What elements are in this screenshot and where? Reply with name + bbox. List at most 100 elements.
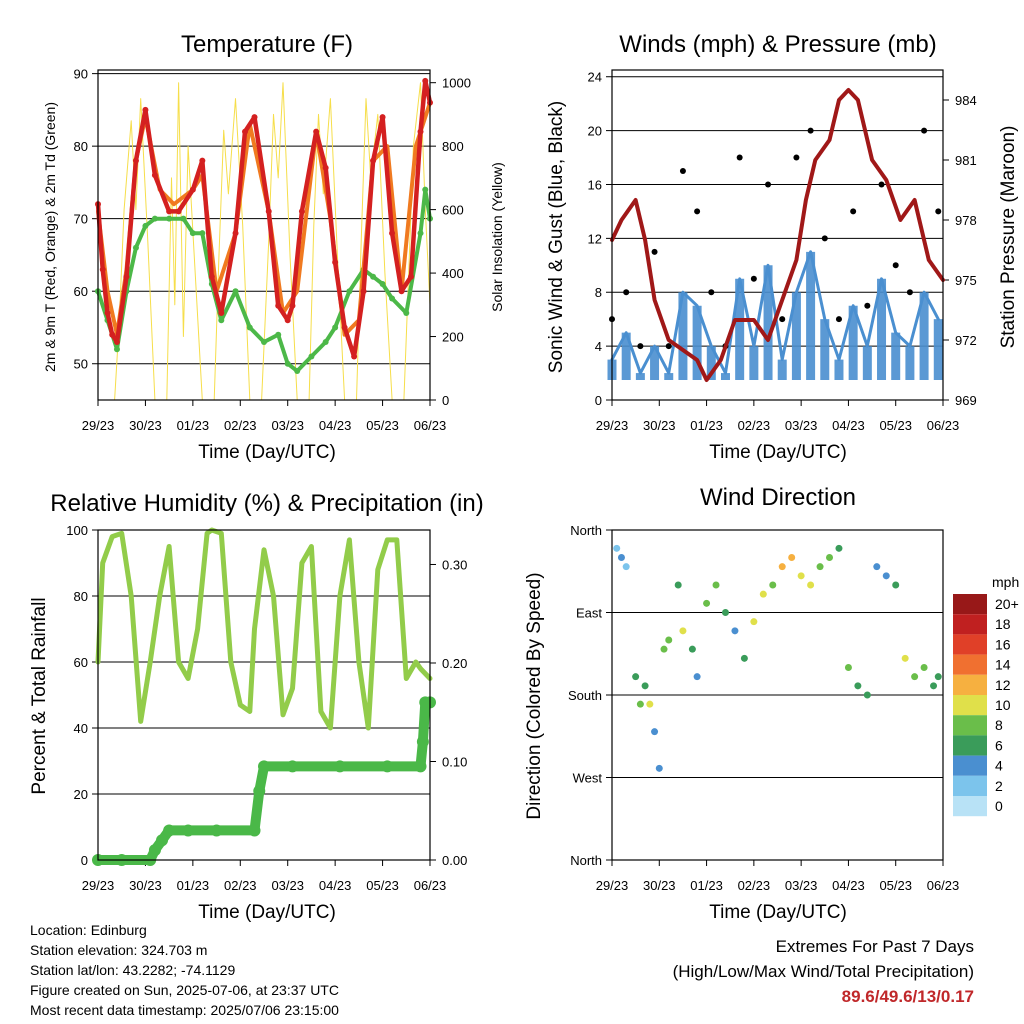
temp-2m-point bbox=[275, 302, 282, 309]
gust-point bbox=[906, 289, 913, 296]
direction-point bbox=[679, 627, 687, 635]
temp-2m-point bbox=[151, 172, 158, 179]
humidity-title: Relative Humidity (%) & Precipitation (i… bbox=[50, 490, 483, 517]
direction-point bbox=[750, 618, 758, 626]
x-tick-label: 01/23 bbox=[690, 418, 723, 433]
legend-label: 4 bbox=[995, 758, 1003, 774]
legend-swatch bbox=[953, 796, 987, 817]
y-tick-label: 12 bbox=[588, 231, 602, 246]
precipitation-point bbox=[333, 760, 346, 773]
y2-tick-label: 975 bbox=[955, 273, 977, 288]
x-tick-label: 30/23 bbox=[129, 418, 162, 433]
x-tick-label: 04/23 bbox=[832, 418, 865, 433]
y-tick-label: 60 bbox=[74, 655, 88, 670]
dewpoint-point bbox=[379, 280, 386, 287]
x-tick-label: 02/23 bbox=[224, 418, 257, 433]
figure-created: Figure created on Sun, 2025-07-06, at 23… bbox=[30, 982, 339, 998]
direction-point bbox=[721, 609, 729, 616]
direction-point bbox=[613, 544, 621, 552]
temp-2m-point bbox=[284, 317, 291, 324]
station-info: Location: Edinburg Station elevation: 32… bbox=[30, 920, 339, 1020]
y-tick-label: 70 bbox=[74, 212, 88, 227]
y2-tick-label: 969 bbox=[955, 393, 977, 408]
dewpoint-point bbox=[370, 273, 377, 280]
direction-point bbox=[930, 682, 938, 690]
gust-point bbox=[708, 289, 715, 296]
legend-label: 14 bbox=[995, 657, 1011, 673]
temp-2m-point bbox=[242, 128, 249, 135]
direction-title: Wind Direction bbox=[700, 484, 856, 511]
gust-point bbox=[623, 289, 630, 296]
direction-point bbox=[901, 654, 909, 662]
direction-point bbox=[778, 563, 786, 571]
dewpoint-point bbox=[346, 288, 353, 295]
temp-2m-point bbox=[313, 128, 320, 135]
direction-ylabel-left: Direction (Colored By Speed) bbox=[524, 572, 545, 819]
gust-point bbox=[821, 235, 828, 242]
legend-label: 8 bbox=[995, 717, 1003, 733]
y2-tick-label: 981 bbox=[955, 153, 977, 168]
x-tick-label: 01/23 bbox=[690, 878, 723, 893]
legend-swatch bbox=[953, 695, 987, 716]
y-tick-label: 80 bbox=[74, 589, 88, 604]
legend-swatch bbox=[953, 735, 987, 756]
temp-2m-point bbox=[265, 208, 272, 215]
winds-panel: 0 4 8 12 16 20 24 969 972 975 978 981 984 29/23 30/23 0… bbox=[588, 69, 977, 433]
y2-tick-label: 200 bbox=[442, 330, 464, 345]
dewpoint-point bbox=[261, 338, 267, 345]
y2-tick-label: 1000 bbox=[442, 76, 471, 91]
gust-point bbox=[651, 248, 658, 255]
y-tick-label: 60 bbox=[74, 284, 88, 299]
dewpoint-point bbox=[113, 346, 120, 353]
pressure-line bbox=[610, 88, 945, 382]
x-tick-label: 02/23 bbox=[738, 418, 771, 433]
legend-swatch bbox=[953, 674, 987, 695]
direction-point bbox=[759, 590, 767, 598]
relative-humidity-line bbox=[95, 527, 433, 731]
y-tick-label: South bbox=[568, 688, 602, 703]
station-latlon: Station lat/lon: 43.2282; -74.1129 bbox=[30, 962, 236, 978]
gust-point bbox=[892, 262, 899, 269]
x-tick-label: 02/23 bbox=[224, 878, 257, 893]
station-elevation: Station elevation: 324.703 m bbox=[30, 942, 208, 958]
x-tick-label: 02/23 bbox=[738, 878, 771, 893]
direction-point bbox=[636, 700, 644, 708]
gust-point bbox=[736, 154, 743, 161]
gust-point bbox=[864, 302, 871, 309]
gust-point bbox=[694, 208, 701, 215]
direction-point bbox=[646, 700, 654, 708]
direction-point bbox=[632, 673, 640, 681]
dewpoint-point bbox=[189, 230, 196, 237]
y-tick-label: 40 bbox=[74, 721, 88, 736]
y2-tick-label: 600 bbox=[442, 203, 464, 218]
dewpoint-point bbox=[166, 215, 173, 222]
dewpoint-point bbox=[322, 338, 329, 345]
legend-label: 16 bbox=[995, 636, 1011, 652]
direction-point bbox=[920, 664, 928, 671]
direction-point bbox=[911, 673, 919, 681]
winds-xlabel: Time (Day/UTC) bbox=[709, 442, 847, 463]
temp-2m-point bbox=[341, 324, 348, 331]
legend-swatch bbox=[953, 755, 987, 776]
precipitation-point bbox=[381, 760, 394, 773]
recent-timestamp: Most recent data timestamp: 2025/07/06 2… bbox=[30, 1002, 339, 1018]
x-tick-label: 03/23 bbox=[785, 418, 818, 433]
extremes-heading: Extremes For Past 7 Days bbox=[775, 937, 974, 956]
direction-point bbox=[740, 654, 748, 662]
y-tick-label: 90 bbox=[74, 67, 88, 82]
temp-2m-point bbox=[208, 273, 215, 280]
precipitation-point bbox=[253, 785, 266, 798]
y-tick-label: North bbox=[570, 853, 602, 868]
winds-title: Winds (mph) & Pressure (mb) bbox=[619, 31, 936, 58]
gust-point bbox=[779, 316, 786, 323]
legend-swatch bbox=[953, 654, 987, 675]
precipitation-point bbox=[156, 834, 169, 847]
temperature-xlabel: Time (Day/UTC) bbox=[198, 442, 336, 463]
x-tick-label: 03/23 bbox=[271, 418, 304, 433]
dewpoint-point bbox=[332, 324, 339, 331]
temp-2m-point bbox=[322, 164, 329, 171]
temp-2m-point bbox=[123, 273, 130, 280]
dewpoint-point bbox=[389, 295, 396, 302]
y2-tick-label: 0.10 bbox=[442, 754, 467, 769]
